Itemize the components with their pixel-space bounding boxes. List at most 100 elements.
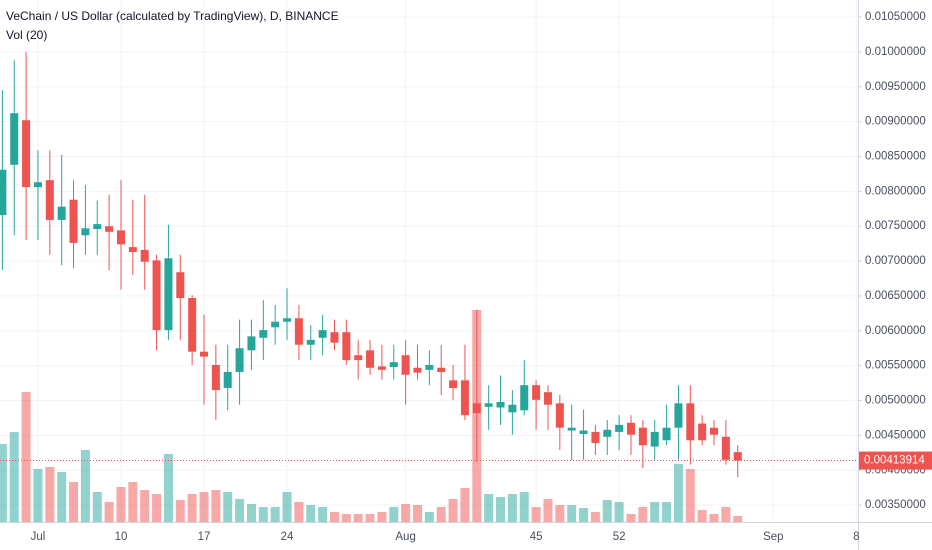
x-tick-label: 17 [198, 531, 211, 543]
indicator-label: Vol (20) [6, 28, 47, 42]
volume-bar [590, 512, 600, 522]
candle-body [283, 318, 292, 322]
candle-body [152, 260, 161, 331]
y-tick-label: 0.00350000 [865, 499, 926, 511]
volume-bar [270, 507, 280, 522]
volume-bar [128, 482, 138, 522]
candle-body [698, 423, 707, 441]
candle-body [543, 392, 552, 405]
volume-bar [567, 505, 577, 522]
volume-bar [9, 432, 19, 522]
candle-body [721, 436, 730, 460]
candle-body [496, 401, 505, 408]
y-tick-label: 0.01050000 [865, 11, 926, 23]
x-tick-label: 52 [613, 531, 626, 543]
candle-body [520, 385, 529, 411]
volume-bar [436, 507, 446, 522]
volume-bar [140, 490, 150, 522]
volume-bar [80, 450, 90, 522]
volume-bar [614, 502, 624, 522]
candle-body [45, 180, 54, 220]
volume-bar [57, 472, 67, 522]
candle-body [532, 385, 541, 400]
chart-title: VeChain / US Dollar (calculated by Tradi… [6, 9, 339, 23]
candle-body [425, 364, 434, 370]
volume-bar [152, 494, 162, 522]
volume-bar [329, 512, 339, 522]
volume-bar [294, 502, 304, 522]
x-tick-label: Jul [31, 531, 46, 543]
y-tick-label: 0.00450000 [865, 429, 926, 441]
volume-bar [258, 507, 268, 522]
volume-bar [448, 499, 458, 522]
candle-body [603, 429, 612, 437]
candle-body [271, 321, 280, 328]
candle-body [22, 120, 31, 188]
candle-body [93, 224, 102, 229]
y-tick-label: 0.00750000 [865, 220, 926, 232]
volume-bar [709, 514, 719, 522]
candle-body [710, 427, 719, 435]
volume-bar [579, 508, 589, 522]
volume-bar [187, 494, 197, 522]
volume-bar [412, 505, 422, 522]
volume-bar [721, 507, 731, 522]
volume-bar [353, 514, 363, 522]
candle-body [638, 427, 647, 446]
candle-body [128, 247, 137, 253]
candle-body [591, 431, 600, 444]
x-tick-label: 10 [115, 531, 128, 543]
candle-body [247, 336, 256, 351]
volume-bar [389, 507, 399, 522]
volume-bar [199, 492, 209, 522]
volume-bar [673, 464, 683, 522]
volume-bar [519, 492, 529, 522]
candle-body [223, 371, 232, 388]
volume-bar [69, 482, 79, 522]
volume-bar [377, 512, 387, 522]
volume-bar [223, 492, 233, 522]
candle-body [354, 355, 363, 361]
candle-body [484, 403, 493, 407]
candle-body [567, 427, 576, 431]
volume-bar [507, 494, 517, 522]
candle-body [140, 249, 149, 262]
volume-bar [650, 502, 660, 522]
candle-body [366, 350, 375, 368]
volume-bar [116, 487, 126, 522]
candle-body [650, 431, 659, 447]
volume-bar [175, 500, 185, 522]
candle-body [377, 366, 386, 370]
x-tick-label: 8 [853, 531, 859, 543]
y-tick-label: 0.00800000 [865, 185, 926, 197]
candle-body [211, 364, 220, 391]
volume-bar [697, 510, 707, 522]
volume-bar [555, 505, 565, 522]
price-tag [859, 451, 932, 470]
candle-body [105, 226, 114, 232]
candle-body [615, 424, 624, 432]
volume-bar [531, 507, 541, 522]
volume-bar [45, 467, 55, 522]
candle-body [555, 403, 564, 428]
candle-body [10, 113, 19, 165]
candle-body [449, 380, 458, 388]
candle-body [259, 330, 268, 338]
y-tick-label: 0.00650000 [865, 290, 926, 302]
candle-body [662, 427, 671, 441]
candle-body [294, 318, 303, 345]
x-tick-label: Sep [763, 531, 783, 543]
volume-bar [104, 502, 114, 522]
y-tick-label: 0.00950000 [865, 81, 926, 93]
candle-body [318, 330, 327, 338]
candle-body [733, 452, 742, 461]
candle-body [413, 367, 422, 373]
volume-bar [211, 490, 221, 522]
volume-bar [685, 469, 695, 522]
volume-bar [92, 492, 102, 522]
y-tick-label: 0.00700000 [865, 255, 926, 267]
y-tick-label: 0.00500000 [865, 395, 926, 407]
candle-body [0, 169, 7, 216]
volume-bar [0, 444, 7, 522]
